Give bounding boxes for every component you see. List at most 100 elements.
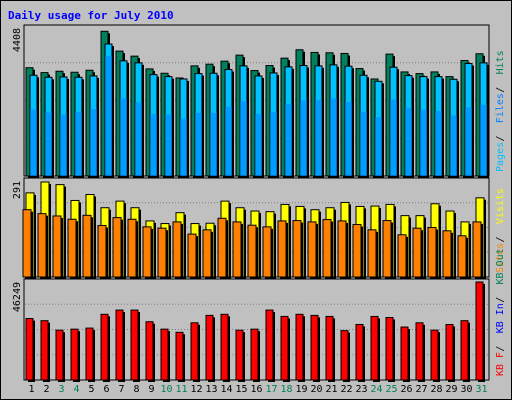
kb-bar-7	[115, 309, 124, 381]
ytick-label-2: 291	[12, 181, 23, 199]
day-label-27: 27	[415, 384, 427, 395]
kb-bar-19	[295, 313, 304, 381]
kb-bar-29	[445, 323, 454, 381]
legend-separator-2-1: /	[495, 236, 506, 242]
ytick-label-1: 4408	[12, 28, 23, 52]
day-label-17: 17	[265, 384, 277, 395]
day-label-8: 8	[133, 384, 139, 395]
files-bar-28	[435, 110, 442, 176]
day-label-18: 18	[280, 384, 292, 395]
day-label-3: 3	[58, 384, 64, 395]
legend-separator-1-1: /	[495, 135, 506, 141]
files-bar-15	[240, 101, 247, 176]
kb-bar-11	[175, 331, 184, 381]
files-bar-17	[270, 112, 277, 176]
kb-bar-15	[235, 329, 244, 381]
files-bar-4	[75, 112, 82, 176]
sites-bar-7	[112, 217, 122, 278]
sites-bar-8	[127, 218, 137, 278]
sites-bar-16	[247, 224, 257, 278]
sites-bar-6	[97, 225, 107, 278]
day-label-7: 7	[118, 384, 124, 395]
files-bar-5	[90, 109, 97, 176]
day-label-21: 21	[325, 384, 337, 395]
day-label-16: 16	[250, 384, 262, 395]
kb-bar-9	[145, 321, 154, 381]
sites-bar-14	[217, 217, 227, 278]
files-bar-13	[210, 112, 217, 176]
day-label-2: 2	[43, 384, 49, 395]
day-label-1: 1	[28, 384, 34, 395]
files-bar-2	[45, 112, 52, 176]
day-label-25: 25	[385, 384, 397, 395]
sites-bar-22	[337, 220, 347, 278]
files-bar-29	[450, 115, 457, 176]
kb-bar-8	[130, 309, 139, 381]
files-bar-10	[165, 114, 172, 176]
day-label-11: 11	[175, 384, 187, 395]
sites-bar-28	[427, 227, 437, 278]
files-bar-14	[225, 106, 232, 176]
kb-bar-22	[340, 330, 349, 381]
sites-bar-19	[292, 220, 302, 278]
day-label-12: 12	[190, 384, 202, 395]
kb-bar-3	[55, 329, 64, 381]
legend-hits: Hits	[495, 50, 506, 74]
files-bar-6	[105, 56, 112, 176]
files-bar-20	[315, 100, 322, 176]
day-label-14: 14	[220, 384, 232, 395]
files-bar-1	[30, 109, 37, 176]
files-bar-30	[465, 107, 472, 176]
kb-bar-30	[460, 320, 469, 381]
files-bar-25	[390, 99, 397, 176]
day-label-5: 5	[88, 384, 94, 395]
kb-bar-26	[400, 326, 409, 381]
kb-bar-18	[280, 315, 289, 381]
sites-bar-15	[232, 221, 242, 278]
sites-bar-5	[82, 214, 92, 278]
files-bar-18	[285, 104, 292, 176]
kb-bar-20	[310, 314, 319, 381]
sites-bar-11	[172, 221, 182, 278]
files-bar-23	[360, 111, 367, 176]
legend-separator-1-2: /	[495, 87, 506, 93]
legend-kb-out: KB Out	[495, 248, 506, 284]
sites-bar-24	[367, 229, 377, 278]
kb-bar-16	[250, 328, 259, 381]
sites-bar-31	[472, 221, 482, 278]
day-label-4: 4	[73, 384, 79, 395]
kb-bar-1	[25, 318, 34, 381]
legend-kb-f: KB F	[495, 352, 506, 376]
files-bar-8	[135, 102, 142, 176]
sites-bar-4	[67, 218, 77, 278]
kb-bar-12	[190, 322, 199, 381]
files-bar-12	[195, 112, 202, 176]
kb-bar-13	[205, 314, 214, 381]
files-bar-26	[405, 108, 412, 176]
kb-bar-23	[355, 323, 364, 381]
kb-bar-17	[265, 309, 274, 381]
day-label-28: 28	[430, 384, 442, 395]
day-label-6: 6	[103, 384, 109, 395]
files-bar-22	[345, 101, 352, 176]
day-label-23: 23	[355, 384, 367, 395]
day-label-20: 20	[310, 384, 322, 395]
legend-pages: Pages	[495, 142, 506, 172]
day-label-31: 31	[475, 384, 487, 395]
kb-bar-10	[160, 328, 169, 381]
sites-bar-3	[52, 215, 62, 278]
sites-bar-20	[307, 221, 317, 278]
legend-sites: Sites	[495, 243, 506, 273]
kb-bar-31	[475, 281, 484, 381]
ytick-label-3: 46249	[12, 282, 23, 312]
legend-visits: Visits	[495, 188, 506, 224]
day-label-9: 9	[148, 384, 154, 395]
legend-files: Files	[495, 93, 506, 123]
sites-bar-17	[262, 226, 272, 278]
kb-bar-21	[325, 315, 334, 381]
sites-bar-21	[322, 219, 332, 278]
kb-bar-14	[220, 313, 229, 381]
files-bar-9	[150, 114, 157, 176]
sites-bar-1	[22, 209, 32, 278]
kb-bar-2	[40, 320, 49, 381]
